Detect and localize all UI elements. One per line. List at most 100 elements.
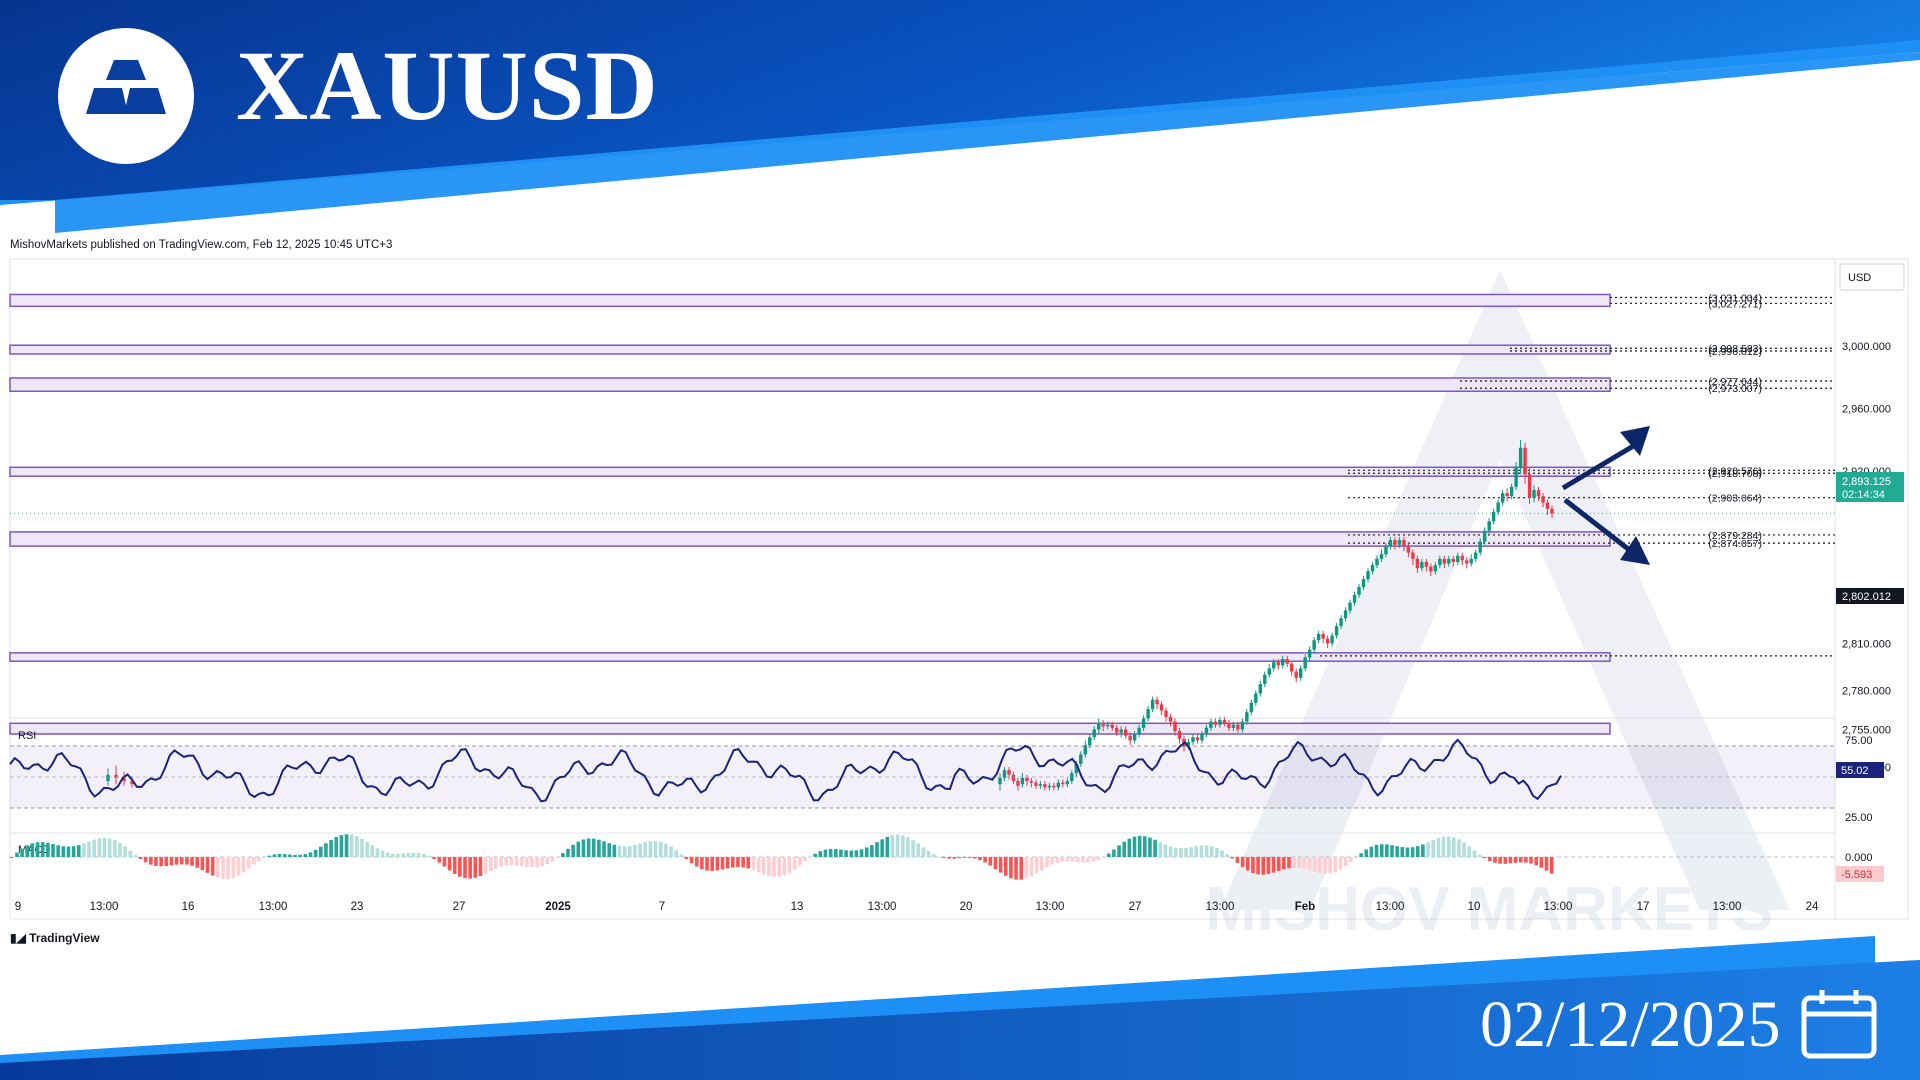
macd-bar-211 [1096,857,1101,860]
level-label-7: (2,918.708) [1708,468,1762,480]
candle-body [1384,546,1388,555]
macd-bar-1 [15,852,19,857]
candle-body [1240,721,1245,730]
macd-bar-230 [1194,846,1199,857]
macd-bar-141 [736,857,740,868]
macd-bar-216 [1122,841,1126,857]
macd-bar-86 [452,857,457,874]
candle-body [1043,784,1047,788]
macd-bar-54 [288,854,292,857]
candle-body [1276,662,1280,666]
macd-bar-95 [499,857,503,867]
price-tick-4: 2,810.000 [1842,638,1891,650]
macd-bar-151 [787,857,792,873]
candle-109 [1487,518,1491,534]
candle-body [998,777,1002,785]
candle-body [1016,781,1020,786]
zone-4 [9,531,1611,547]
rsi-value: 55.02 [1841,765,1869,777]
macd-bar-145 [756,857,761,873]
macd-bar-296 [1534,857,1538,866]
candle-57 [1254,690,1258,706]
candle-26 [1114,724,1119,736]
candle-122 [1545,499,1550,516]
macd-bar-62 [329,839,333,857]
macd-bar-92 [483,857,488,874]
macd-bar-33 [179,857,184,865]
level-label-9: (2,879.284) [1708,530,1762,542]
candle-body [1155,699,1159,705]
candle-62 [1276,659,1280,670]
macd-bar-207 [1076,857,1080,863]
macd-bar-194 [1009,857,1013,879]
candle-body [1451,558,1455,562]
watermark-logo-shape [1220,270,1790,910]
candle-75 [1334,623,1339,639]
candle-68 [1303,654,1307,672]
macd-bar-202 [1050,857,1054,865]
candle-body [1348,602,1352,611]
macd-bar-35 [190,857,194,866]
macd-bar-237 [1230,857,1235,859]
current-price-tag: 2,893.125 02:14:34 [1836,472,1904,502]
macd-bar-28 [154,857,158,866]
candle-body [1312,640,1316,650]
candle-body [1433,565,1438,572]
macd-bar-17 [97,838,102,857]
zone-3 [9,466,1611,477]
macd-bar-108 [566,848,570,857]
zone-1 [9,344,1611,355]
macd-bar-253 [1312,857,1317,872]
candle-body [1366,571,1370,580]
candle-63 [1281,655,1285,669]
macd-bar-30 [164,857,169,867]
level-label-4: (2,977.644) [1708,376,1762,388]
macd-bar-182 [947,857,951,859]
macd-bar-139 [725,857,730,869]
candle-52 [1231,721,1236,731]
macd-bar-197 [1024,857,1029,879]
macd-bar-90 [473,857,478,878]
macd-bar-98 [514,857,519,866]
candle-80 [1357,583,1361,598]
currency-box [1839,263,1905,291]
candle-22 [1097,718,1101,735]
candle-96 [1429,563,1433,577]
mishov-markets-logo-icon [86,60,166,114]
time-tick-7: 7 [659,901,665,913]
macd-bar-42 [226,857,230,879]
macd-bar-10 [61,846,66,857]
candle-84 [1375,555,1379,569]
currency-label: USD [1848,272,1871,284]
candle-body [1123,729,1128,736]
macd-bar-276 [1431,839,1435,857]
macd-bar-137 [715,857,720,871]
candle-49 [1218,716,1222,728]
candle-body [1132,734,1137,741]
macd-bar-160 [834,849,838,857]
macd-bar-77 [406,852,411,857]
macd-bar-221 [1148,837,1152,857]
macd-bar-209 [1086,857,1090,863]
macd-bar-183 [952,857,957,859]
candle-88 [1393,536,1397,550]
macd-bar-129 [674,850,678,857]
macd-bar-193 [1003,857,1008,876]
time-tick-12: 27 [1129,901,1142,913]
macd-bar-22 [123,846,127,857]
candle-body [1518,447,1523,469]
macd-bar-40 [216,857,220,878]
macd-bar-135 [705,857,709,871]
candle-14 [1061,779,1065,788]
candle-103 [1460,552,1464,566]
candle-28 [1123,726,1128,739]
early-candle-2 [122,771,126,786]
macd-bar-284 [1472,850,1477,857]
time-tick-6: 2025 [545,901,571,913]
candle-body [1307,649,1312,658]
arrow-up-shaft [1561,439,1642,491]
chart-frame [9,258,1909,920]
macd-bar-271 [1405,847,1410,857]
marked-price: 2,802.012 [1842,591,1891,603]
